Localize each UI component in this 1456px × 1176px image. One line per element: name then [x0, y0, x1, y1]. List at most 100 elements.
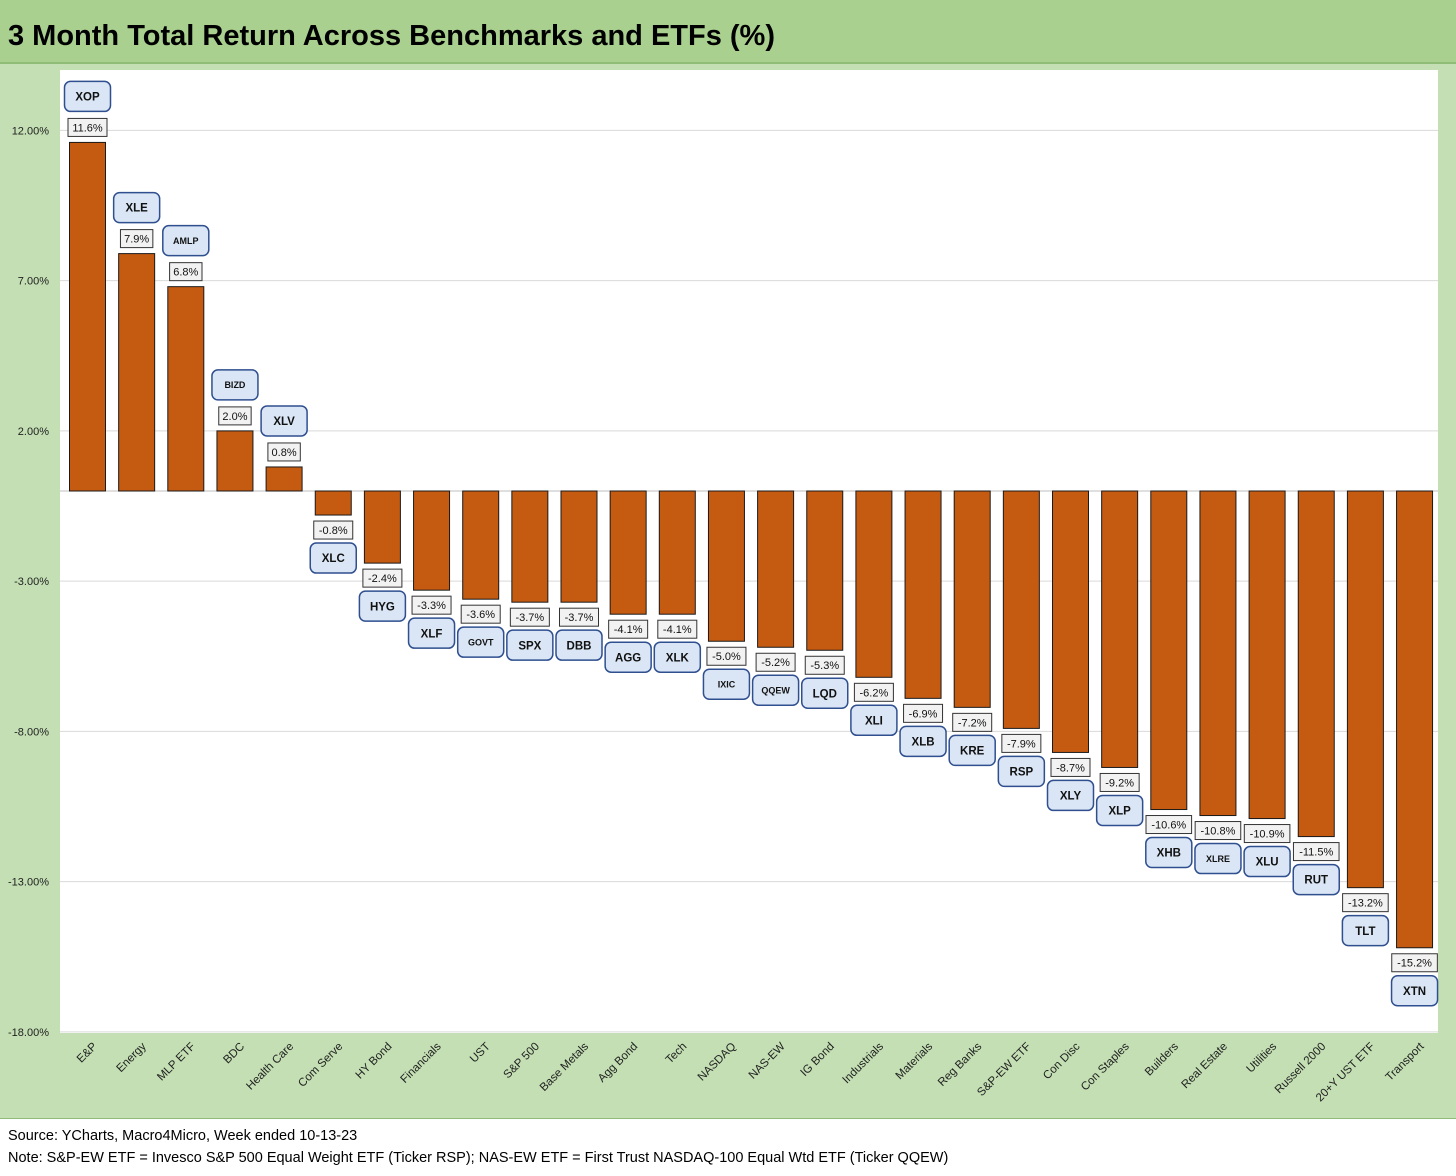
x-category-label: HY Bond — [354, 1041, 395, 1082]
ticker-label: HYG — [370, 601, 395, 613]
data-label-box — [509, 607, 550, 627]
ticker-label-box — [653, 641, 702, 673]
ticker-label: AGG — [615, 652, 641, 664]
x-category-label: Russell 2000 — [1273, 1041, 1328, 1096]
x-category-label: Financials — [399, 1040, 444, 1085]
x-category-label: MLP ETF — [155, 1041, 198, 1084]
ticker-label-box — [309, 542, 357, 574]
x-category-label: NASDAQ — [696, 1041, 739, 1084]
ticker-label-box — [997, 755, 1046, 788]
bar — [609, 490, 647, 615]
bar — [363, 490, 401, 564]
ticker-label: RUT — [1304, 875, 1328, 887]
definition-note: Note: S&P-EW ETF = Invesco S&P 500 Equal… — [8, 1150, 949, 1166]
data-label: -9.2% — [1105, 777, 1134, 789]
bar — [855, 490, 893, 678]
bar — [658, 490, 696, 615]
data-label-box — [1342, 893, 1389, 913]
bar — [1297, 490, 1335, 838]
data-label: -6.2% — [860, 687, 889, 699]
ticker-label: XLB — [912, 736, 935, 748]
ticker-label: XLC — [322, 553, 345, 565]
data-label: -3.7% — [515, 612, 544, 624]
data-label: -5.2% — [761, 657, 790, 669]
bar — [1346, 490, 1384, 889]
bar-chart: 12.00% 7.00% 2.00% -3.00% -8.00% -13.00% -18.0… — [8, 80, 1439, 1104]
x-category-label: E&P — [75, 1040, 100, 1065]
ticker-label-box — [801, 677, 849, 710]
ticker-label: SPX — [518, 640, 541, 652]
bar — [413, 490, 451, 591]
x-category-label: Agg Bond — [596, 1041, 640, 1085]
y-tick-label: -3.00% — [14, 576, 49, 588]
ticker-label-box — [506, 629, 554, 661]
ticker-label-box — [162, 224, 210, 257]
ticker-label: XLP — [1108, 806, 1131, 818]
y-tick-label: 12.00% — [12, 125, 50, 137]
ticker-label-box — [63, 80, 112, 113]
data-label: -2.4% — [368, 573, 397, 585]
ticker-label-box — [555, 629, 603, 661]
data-label-box — [119, 229, 154, 249]
ticker-label-box — [899, 725, 947, 758]
x-category-label: Con Disc — [1041, 1040, 1083, 1082]
data-label-box — [559, 607, 599, 627]
ticker-label-box — [1341, 914, 1390, 947]
bar — [560, 490, 598, 603]
ticker-label: XLY — [1060, 791, 1082, 803]
ticker-label: XLRE — [1206, 854, 1230, 864]
bar — [314, 490, 352, 516]
data-label-box — [952, 712, 993, 732]
x-category-label: BDC — [221, 1041, 247, 1067]
x-category-label: Transport — [1384, 1040, 1428, 1084]
bar — [462, 490, 500, 600]
bar — [904, 490, 942, 699]
ticker-label-box — [358, 590, 407, 622]
data-label: -3.7% — [565, 612, 594, 624]
data-label-box — [169, 262, 203, 282]
ticker-label: XLK — [666, 652, 690, 664]
data-label-box — [706, 646, 747, 666]
ticker-label-box — [1292, 863, 1340, 896]
ticker-label: XLV — [273, 416, 295, 428]
data-label: -0.8% — [319, 525, 348, 537]
ticker-label: XLI — [865, 715, 883, 727]
bar — [1150, 490, 1188, 811]
ticker-label-box — [1390, 975, 1439, 1007]
data-label-box — [1145, 815, 1193, 835]
data-label-box — [267, 442, 301, 462]
ticker-label-box — [407, 617, 456, 649]
y-tick-label: -8.00% — [14, 726, 49, 738]
y-tick-label: 2.00% — [18, 426, 49, 438]
ticker-label: DBB — [567, 640, 592, 652]
ticker-label: GOVT — [468, 637, 494, 647]
bar — [1101, 490, 1139, 768]
ticker-label: XOP — [75, 92, 100, 104]
x-category-label: S&P 500 — [502, 1041, 542, 1081]
bar — [1248, 490, 1286, 820]
y-tick-label: 7.00% — [18, 276, 49, 288]
ticker-label-box — [112, 191, 161, 224]
bar — [118, 253, 156, 492]
data-label-box — [1050, 757, 1091, 777]
bar — [757, 490, 795, 648]
bar — [1002, 490, 1040, 729]
bar — [806, 490, 844, 651]
data-label-box — [411, 595, 452, 615]
ticker-label-box — [751, 674, 800, 707]
ticker-label: KRE — [960, 746, 985, 758]
data-label-box — [218, 406, 252, 426]
x-category-label: NAS-EW — [747, 1041, 788, 1082]
data-label: -6.9% — [909, 708, 938, 720]
x-category-label: Real Estate — [1180, 1041, 1231, 1092]
ticker-label: QQEW — [761, 686, 790, 696]
footer: Source: YCharts, Macro4Micro, Week ended… — [0, 1118, 1456, 1176]
ticker-label: XLU — [1256, 857, 1279, 869]
ticker-label-box — [211, 369, 259, 401]
data-label: -3.3% — [417, 600, 446, 612]
ticker-label-box — [1046, 779, 1095, 812]
data-label: -15.2% — [1397, 958, 1432, 970]
bar — [167, 286, 205, 492]
data-label: -13.2% — [1348, 898, 1383, 910]
ticker-label-box — [260, 405, 308, 437]
